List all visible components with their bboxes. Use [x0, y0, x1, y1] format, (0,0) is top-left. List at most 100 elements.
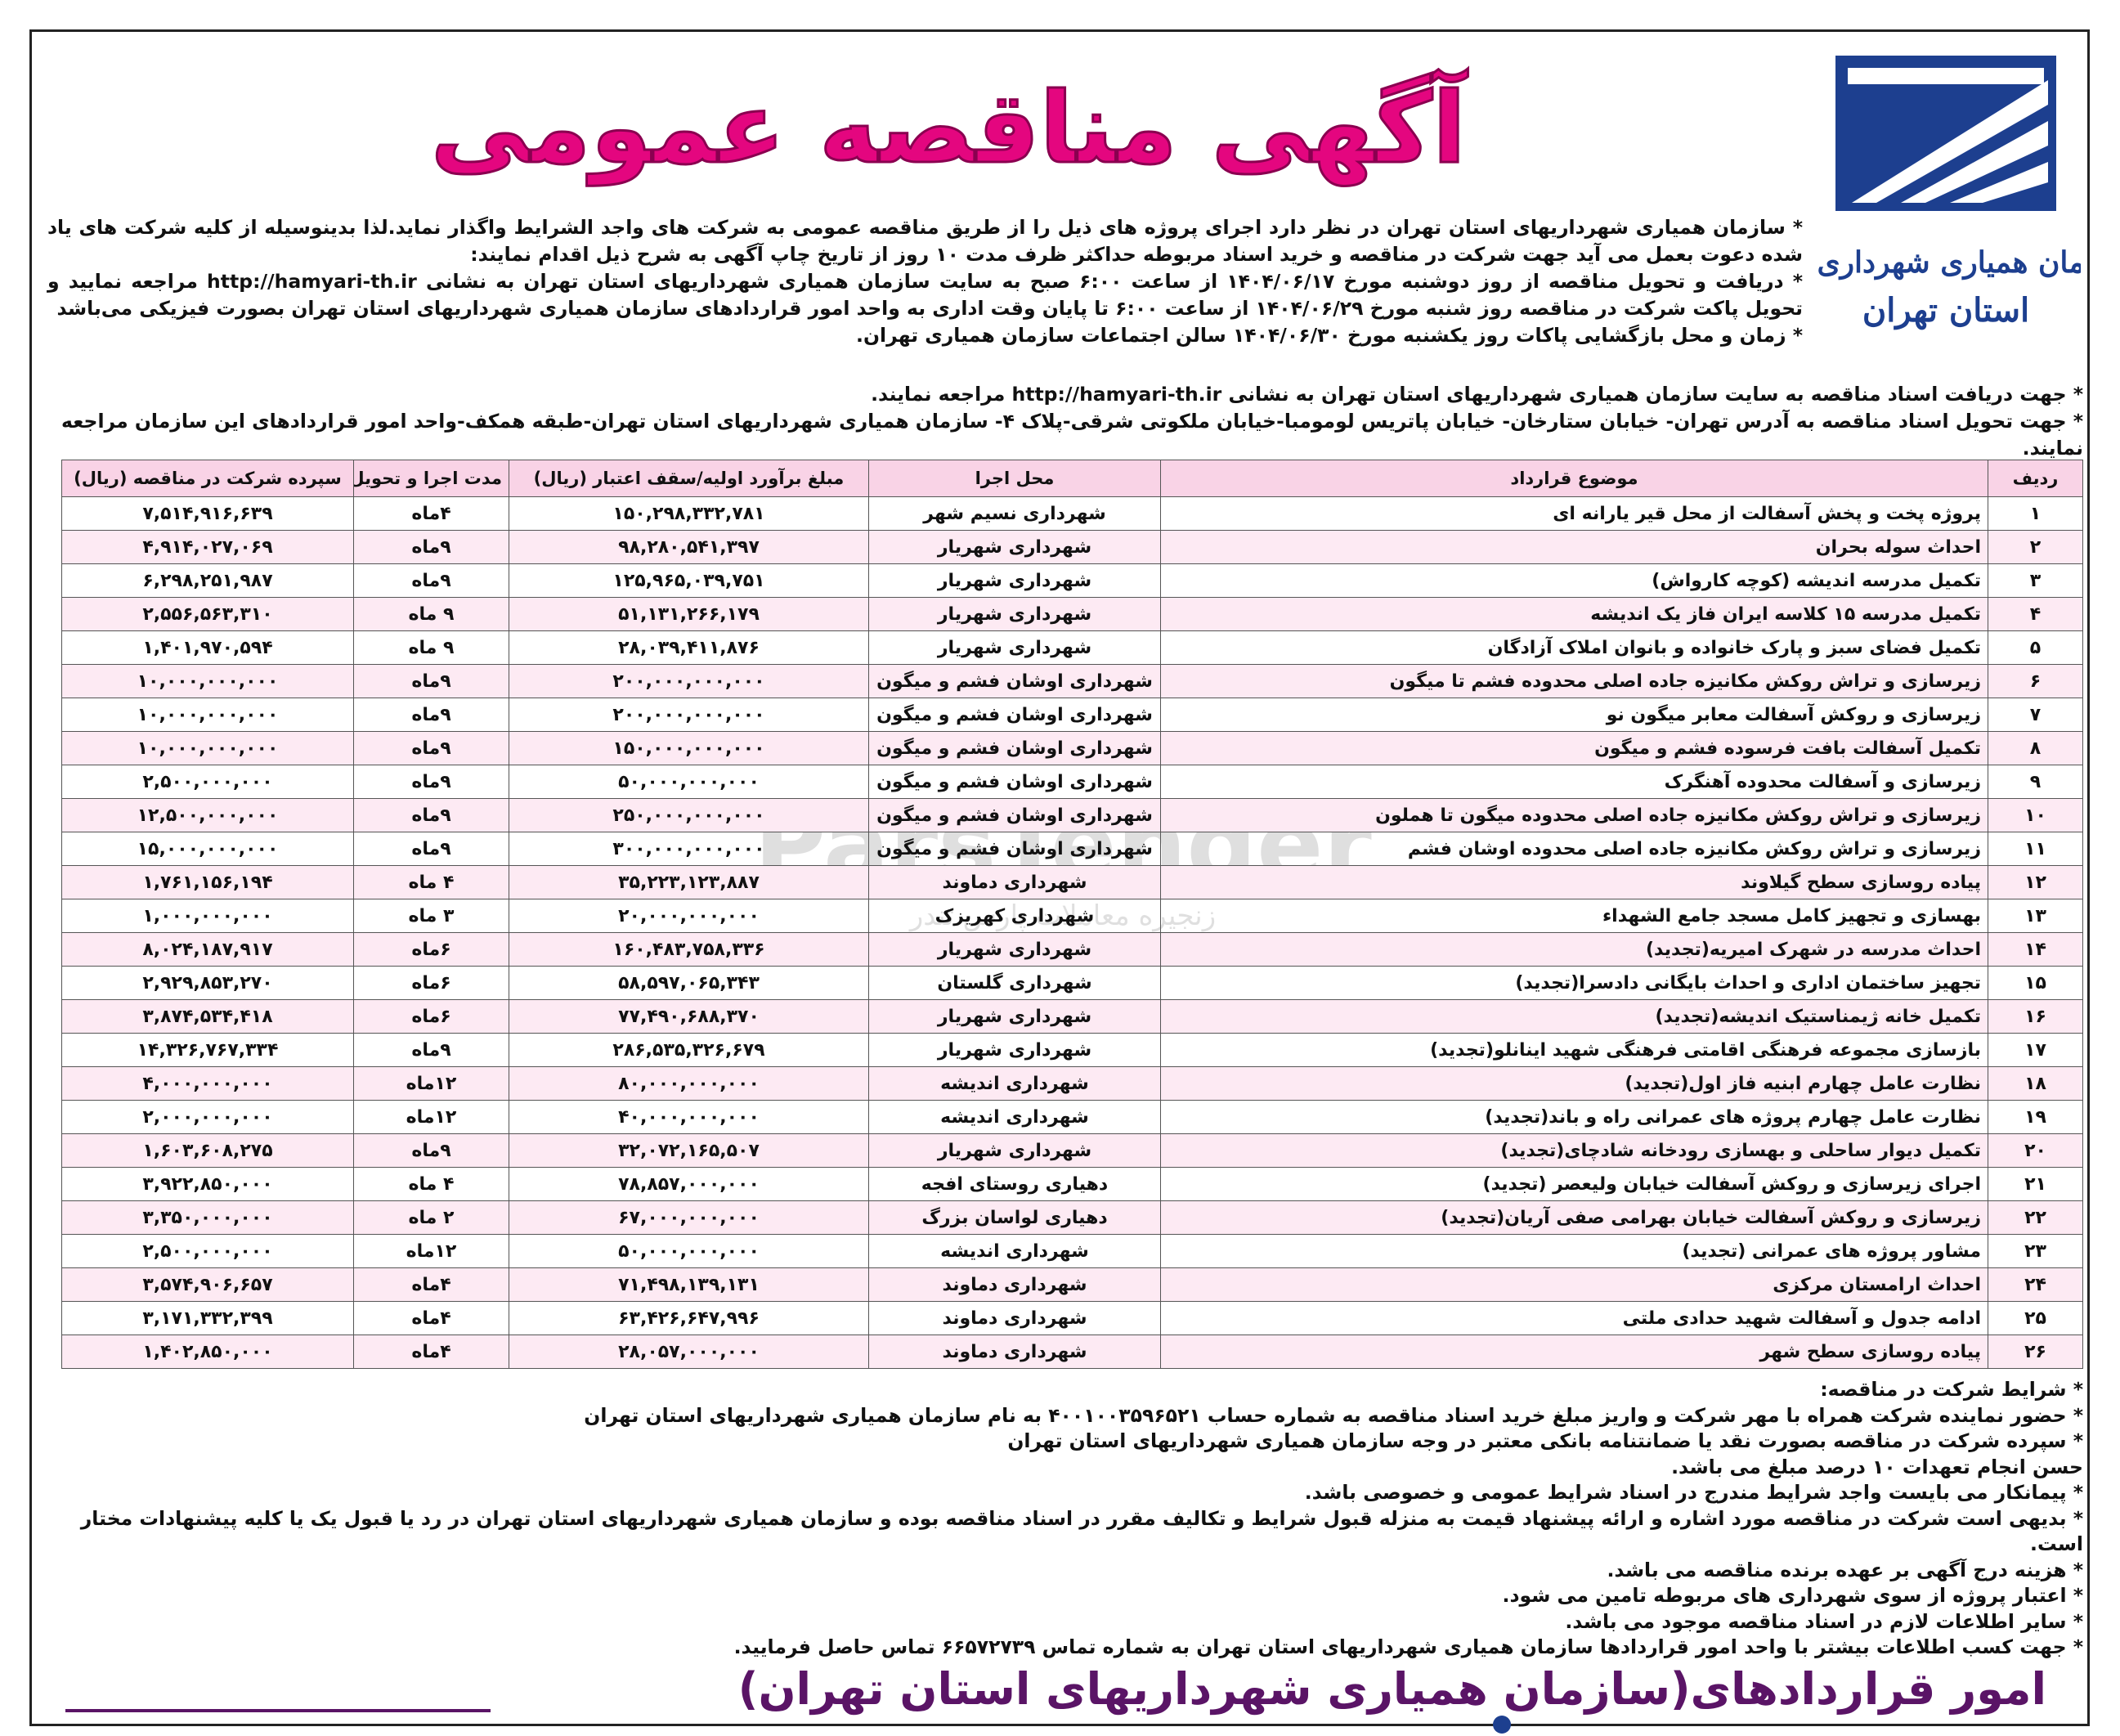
table-row: ۱۲ پیاده روسازی سطح گیلاوند شهرداری دماوند…	[61, 865, 2083, 899]
table-cell: شهرداری شهریار	[868, 563, 1161, 598]
condition-line: * اعتبار پروژه از سوی شهرداری های مربوطه…	[1502, 1584, 2083, 1607]
table-cell: ۲۵۰,۰۰۰,۰۰۰,۰۰۰	[509, 798, 869, 832]
table-cell: مشاور پروژه های عمرانی (تجدید)	[1160, 1234, 1988, 1268]
table-cell: شهرداری گلستان	[868, 966, 1161, 1000]
table-cell: ۲۸۶,۵۳۵,۳۲۶,۶۷۹	[509, 1033, 869, 1067]
table-cell: ۹ ماه	[353, 630, 509, 665]
table-cell: زیرسازی و روکش آسفالت خیابان بهرامی صفی …	[1160, 1200, 1988, 1235]
condition-line: * پیمانکار می بایست واجد شرایط مندرج در …	[1304, 1481, 2083, 1504]
table-cell: ۹ماه	[353, 530, 509, 564]
condition-line: * سایر اطلاعات لازم در اسناد مناقصه موجو…	[1565, 1609, 2083, 1633]
table-cell: ۱۰,۰۰۰,۰۰۰,۰۰۰	[61, 664, 354, 698]
table-cell: شهرداری اندیشه	[868, 1234, 1161, 1268]
table-cell: زیرسازی و آسفالت محدوده آهنگرک	[1160, 765, 1988, 799]
table-cell: ۱	[1988, 496, 2083, 531]
table-cell: ۴ماه	[353, 496, 509, 531]
table-cell: ۱۰,۰۰۰,۰۰۰,۰۰۰	[61, 731, 354, 765]
table-cell: زیرسازی و تراش روکش مکانیزه جاده اصلی مح…	[1160, 832, 1988, 866]
footer-dot	[1493, 1716, 1511, 1734]
table-row: ۲ احداث سوله بحران شهرداری شهریار ۹۸,۲۸۰,۵۴…	[61, 530, 2083, 564]
notes: * جهت دریافت اسناد مناقصه به سایت سازمان…	[47, 381, 2083, 462]
table-cell: ۹	[1988, 765, 2083, 799]
table-cell: ۹ماه	[353, 731, 509, 765]
table-cell: ۱۰,۰۰۰,۰۰۰,۰۰۰	[61, 698, 354, 732]
table-cell: ۷,۵۱۴,۹۱۶,۶۳۹	[61, 496, 354, 531]
table-row: ۲۶ پیاده روسازی سطح شهر شهرداری دماوند ۲۸,۰…	[61, 1335, 2083, 1369]
table-cell: ۲,۹۲۹,۸۵۳,۲۷۰	[61, 966, 354, 1000]
table-row: ۲۳ مشاور پروژه های عمرانی (تجدید) شهرداری …	[61, 1234, 2083, 1268]
note-line: * جهت تحویل اسناد مناقصه به آدرس تهران- …	[61, 410, 2083, 460]
table-cell: شهرداری کهریزک	[868, 899, 1161, 933]
table-cell: احداث سوله بحران	[1160, 530, 1988, 564]
conditions: * شرایط شرکت در مناقصه: * حضور نماینده شر…	[47, 1377, 2083, 1661]
table-cell: دهیاری لواسان بزرگ	[868, 1200, 1161, 1235]
table-cell: تکمیل خانه ژیمناستیک اندیشه(تجدید)	[1160, 999, 1988, 1034]
column-header: موضوع قرارداد	[1160, 460, 1988, 497]
table-row: ۹ زیرسازی و آسفالت محدوده آهنگرک شهرداری ا…	[61, 765, 2083, 799]
table-cell: ۱۵۰,۲۹۸,۳۳۲,۷۸۱	[509, 496, 869, 531]
table-cell: ۶۷,۰۰۰,۰۰۰,۰۰۰	[509, 1200, 869, 1235]
table-cell: ۱,۰۰۰,۰۰۰,۰۰۰	[61, 899, 354, 933]
table-cell: تکمیل مدرسه ۱۵ کلاسه ایران فاز یک اندیشه	[1160, 597, 1988, 631]
condition-line: * جهت کسب اطلاعات بیشتر با واحد امور قرا…	[733, 1635, 2083, 1658]
table-row: ۱۶ تکمیل خانه ژیمناستیک اندیشه(تجدید) شهرد…	[61, 999, 2083, 1034]
table-cell: ۲۲	[1988, 1200, 2083, 1235]
column-header: ردیف	[1988, 460, 2083, 497]
table-cell: ۱,۶۰۳,۶۰۸,۲۷۵	[61, 1133, 354, 1168]
table-cell: ۱,۴۰۲,۸۵۰,۰۰۰	[61, 1335, 354, 1369]
table-cell: پیاده روسازی سطح شهر	[1160, 1335, 1988, 1369]
table-row: ۳ تکمیل مدرسه اندیشه (کوچه کارواش) شهرداری…	[61, 563, 2083, 598]
table-cell: شهرداری اوشان فشم و میگون	[868, 731, 1161, 765]
logo-graphic: سازمان همیاری شهرداری های استان تهران	[1759, 56, 2120, 330]
table-cell: ۶,۲۹۸,۲۵۱,۹۸۷	[61, 563, 354, 598]
table-row: ۲۰ تکمیل دیوار ساحلی و بهسازی رودخانه شاد…	[61, 1133, 2083, 1168]
table-cell: ۱,۷۶۱,۱۵۶,۱۹۴	[61, 865, 354, 899]
table-cell: ۳۵,۲۲۳,۱۲۳,۸۸۷	[509, 865, 869, 899]
table-row: ۴ تکمیل مدرسه ۱۵ کلاسه ایران فاز یک اندیش…	[61, 597, 2083, 631]
column-header: محل اجرا	[868, 460, 1161, 497]
table-row: ۱۱ زیرسازی و تراش روکش مکانیزه جاده اصلی …	[61, 832, 2083, 866]
condition-line: * حضور نماینده شرکت همراه با مهر شرکت و …	[584, 1403, 2083, 1427]
table-cell: شهرداری اوشان فشم و میگون	[868, 698, 1161, 732]
table-cell: پیاده روسازی سطح گیلاوند	[1160, 865, 1988, 899]
table-cell: ۱۶	[1988, 999, 2083, 1034]
table-cell: ۱۷	[1988, 1033, 2083, 1067]
table-cell: ۲۰۰,۰۰۰,۰۰۰,۰۰۰	[509, 698, 869, 732]
table-cell: شهرداری اندیشه	[868, 1100, 1161, 1134]
table-cell: شهرداری اندیشه	[868, 1066, 1161, 1101]
table-cell: ۹ماه	[353, 798, 509, 832]
table-cell: نظارت عامل چهارم ابنیه فاز اول(تجدید)	[1160, 1066, 1988, 1101]
table-cell: شهرداری دماوند	[868, 1335, 1161, 1369]
table-cell: ۱,۴۰۱,۹۷۰,۵۹۴	[61, 630, 354, 665]
table-body: ۱ پروژه پخت و پخش آسفالت از محل قیر یاران…	[61, 496, 2083, 1369]
table-cell: تکمیل دیوار ساحلی و بهسازی رودخانه شادچا…	[1160, 1133, 1988, 1168]
table-cell: ۳,۹۲۲,۸۵۰,۰۰۰	[61, 1167, 354, 1201]
table-cell: ۸۰,۰۰۰,۰۰۰,۰۰۰	[509, 1066, 869, 1101]
table-cell: ۳	[1988, 563, 2083, 598]
table-cell: ۲۶	[1988, 1335, 2083, 1369]
table-cell: نظارت عامل چهارم پروژه های عمرانی راه و …	[1160, 1100, 1988, 1134]
table-row: ۱۸ نظارت عامل چهارم ابنیه فاز اول(تجدید) ش…	[61, 1066, 2083, 1101]
table-cell: ۴۰,۰۰۰,۰۰۰,۰۰۰	[509, 1100, 869, 1134]
intro: * سازمان همیاری شهرداریهای استان تهران د…	[47, 214, 1803, 349]
table-cell: ۱۴,۳۲۶,۷۶۷,۳۳۴	[61, 1033, 354, 1067]
table-cell: بهسازی و تجهیز کامل مسجد جامع الشهداء	[1160, 899, 1988, 933]
footer-rule	[65, 1709, 491, 1712]
table-cell: ۴ ماه	[353, 1167, 509, 1201]
table-cell: ۱۴	[1988, 932, 2083, 967]
table-cell: ۶ماه	[353, 932, 509, 967]
table-cell: شهرداری اوشان فشم و میگون	[868, 798, 1161, 832]
table-cell: ۱۵۰,۰۰۰,۰۰۰,۰۰۰	[509, 731, 869, 765]
table-row: ۵ تکمیل فضای سبز و پارک خانواده و بانوان …	[61, 630, 2083, 665]
table-cell: زیرسازی و تراش روکش مکانیزه جاده اصلی مح…	[1160, 664, 1988, 698]
table-row: ۱۴ احداث مدرسه در شهرک امیریه(تجدید) شهردا…	[61, 932, 2083, 967]
table-row: ۷ زیرسازی و روکش آسفالت معابر میگون نو شهر…	[61, 698, 2083, 732]
intro-paragraph: * سازمان همیاری شهرداریهای استان تهران د…	[47, 216, 1803, 266]
table-cell: ۷۷,۴۹۰,۶۸۸,۳۷۰	[509, 999, 869, 1034]
title: آگهی مناقصه عمومی	[429, 71, 1467, 187]
intro-paragraph: * زمان و محل بازگشایی پاکات روز یکشنبه م…	[856, 324, 1803, 347]
table-cell: ۵	[1988, 630, 2083, 665]
table-cell: ۴ماه	[353, 1267, 509, 1302]
table-cell: شهرداری دماوند	[868, 1267, 1161, 1302]
table-row: ۲۵ ادامه جدول و آسفالت شهید حدادی ملتی شهر…	[61, 1301, 2083, 1335]
